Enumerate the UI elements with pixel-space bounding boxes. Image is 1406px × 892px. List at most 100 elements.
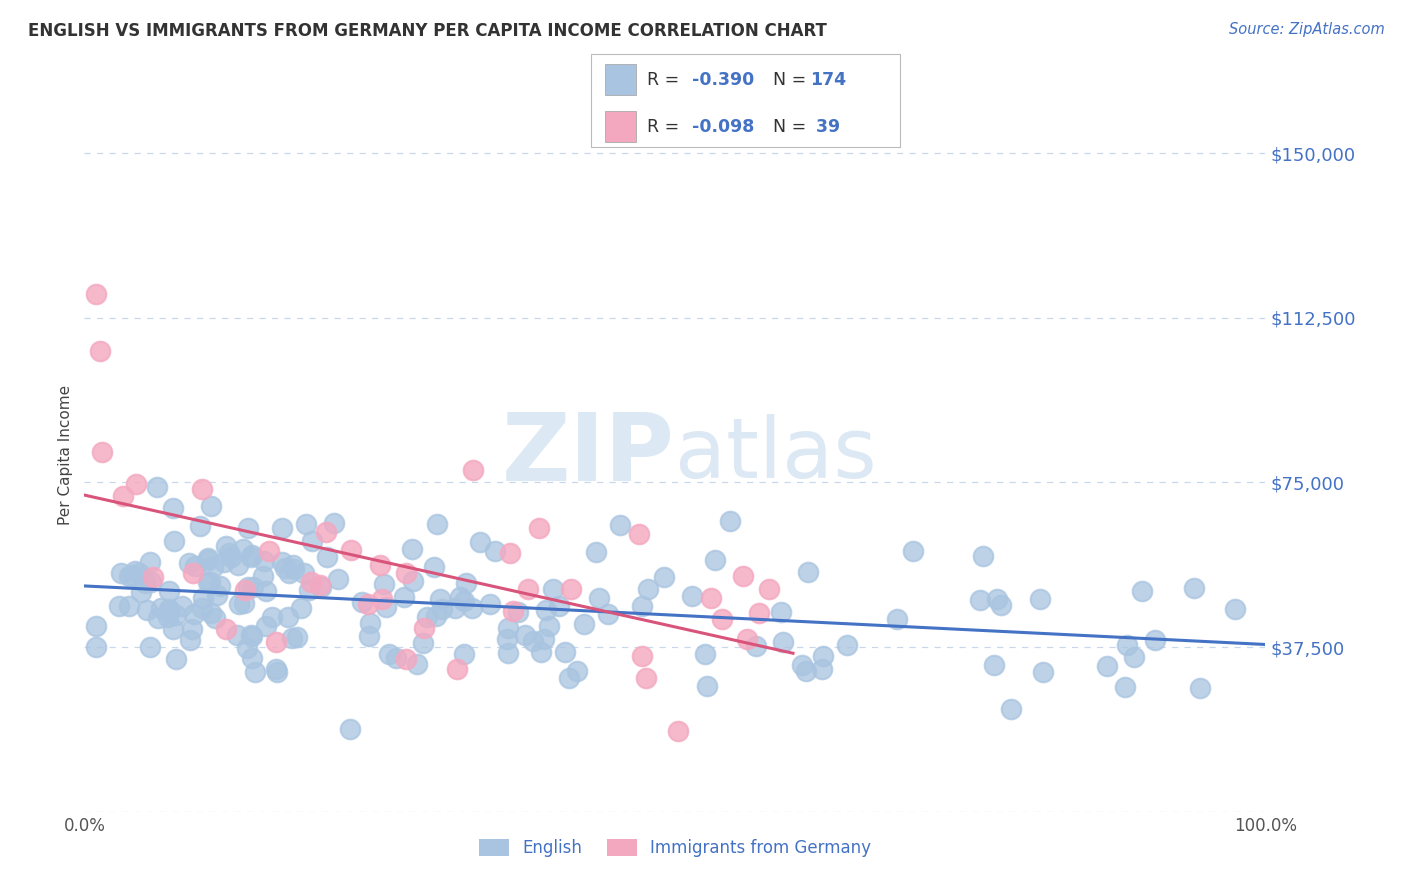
Point bbox=[513, 628, 536, 642]
Point bbox=[183, 607, 205, 621]
Point bbox=[219, 550, 242, 565]
Point bbox=[522, 634, 544, 648]
Point bbox=[401, 542, 423, 557]
Point bbox=[149, 600, 172, 615]
Point bbox=[84, 618, 107, 632]
Point bbox=[181, 566, 204, 581]
Y-axis label: Per Capita Income: Per Capita Income bbox=[58, 384, 73, 525]
Point bbox=[299, 574, 322, 589]
Point bbox=[628, 527, 651, 541]
Point bbox=[270, 555, 292, 569]
Point bbox=[368, 558, 391, 572]
Point bbox=[264, 634, 287, 648]
Point bbox=[585, 544, 607, 558]
Point bbox=[162, 501, 184, 516]
Point bbox=[281, 558, 304, 572]
Point bbox=[184, 559, 207, 574]
Point bbox=[666, 724, 689, 739]
Point bbox=[558, 671, 581, 685]
Point bbox=[232, 541, 254, 556]
Point bbox=[326, 572, 349, 586]
Point bbox=[769, 605, 792, 619]
Point bbox=[790, 658, 813, 673]
Point bbox=[681, 589, 703, 603]
Point bbox=[287, 630, 309, 644]
Point bbox=[432, 602, 454, 616]
Point bbox=[901, 544, 924, 558]
Point bbox=[309, 580, 332, 594]
Point bbox=[835, 638, 858, 652]
Point bbox=[277, 566, 299, 580]
Point bbox=[1189, 681, 1212, 695]
Point bbox=[572, 616, 595, 631]
Point bbox=[281, 632, 304, 646]
Point bbox=[84, 640, 107, 655]
Point bbox=[242, 580, 264, 594]
Point bbox=[201, 560, 224, 574]
Point bbox=[290, 601, 312, 615]
Point bbox=[758, 582, 780, 597]
Point bbox=[110, 566, 132, 581]
Point bbox=[277, 610, 299, 624]
Point bbox=[298, 582, 321, 597]
Point bbox=[1115, 638, 1137, 652]
Text: N =: N = bbox=[773, 118, 813, 136]
Point bbox=[413, 621, 436, 635]
Point bbox=[339, 722, 361, 736]
Text: -0.098: -0.098 bbox=[692, 118, 754, 136]
Point bbox=[212, 555, 235, 569]
Point bbox=[242, 629, 264, 643]
Point bbox=[1123, 649, 1146, 664]
Point bbox=[274, 561, 297, 575]
Point bbox=[456, 575, 478, 590]
Point bbox=[162, 622, 184, 636]
Point bbox=[236, 581, 259, 595]
Point bbox=[416, 610, 439, 624]
Point bbox=[596, 607, 619, 621]
Point bbox=[969, 592, 991, 607]
Point bbox=[1184, 582, 1206, 596]
Point bbox=[129, 584, 152, 599]
Point bbox=[506, 606, 529, 620]
Point bbox=[134, 575, 156, 590]
Point bbox=[371, 592, 394, 607]
Text: N =: N = bbox=[773, 70, 813, 88]
Point bbox=[565, 665, 588, 679]
Point bbox=[236, 640, 259, 655]
Point bbox=[233, 582, 256, 597]
Point bbox=[1032, 665, 1054, 679]
Point bbox=[256, 584, 278, 599]
Point bbox=[710, 612, 733, 626]
Point bbox=[191, 591, 214, 605]
Point bbox=[986, 591, 1008, 606]
Point bbox=[228, 597, 250, 611]
Point bbox=[197, 551, 219, 566]
Point bbox=[315, 525, 337, 540]
Point bbox=[121, 568, 143, 582]
Point bbox=[112, 489, 135, 503]
Point bbox=[257, 544, 280, 558]
Point bbox=[588, 591, 610, 606]
Point bbox=[1225, 601, 1247, 615]
Point bbox=[446, 662, 468, 676]
Text: 174: 174 bbox=[810, 70, 846, 88]
Point bbox=[470, 534, 492, 549]
Point bbox=[205, 589, 228, 603]
Point bbox=[190, 601, 212, 615]
Point bbox=[1114, 680, 1136, 694]
Point bbox=[631, 599, 654, 613]
Point bbox=[748, 606, 770, 620]
Point bbox=[425, 609, 447, 624]
Point bbox=[695, 679, 717, 693]
Point bbox=[138, 555, 160, 569]
Point bbox=[309, 578, 332, 592]
Point bbox=[240, 651, 263, 665]
Point bbox=[449, 591, 471, 605]
Point bbox=[496, 621, 519, 635]
Point bbox=[1143, 633, 1166, 648]
Point bbox=[139, 574, 162, 589]
Point bbox=[634, 671, 657, 685]
Point bbox=[157, 602, 180, 616]
Point bbox=[271, 521, 294, 535]
Point bbox=[179, 632, 201, 647]
